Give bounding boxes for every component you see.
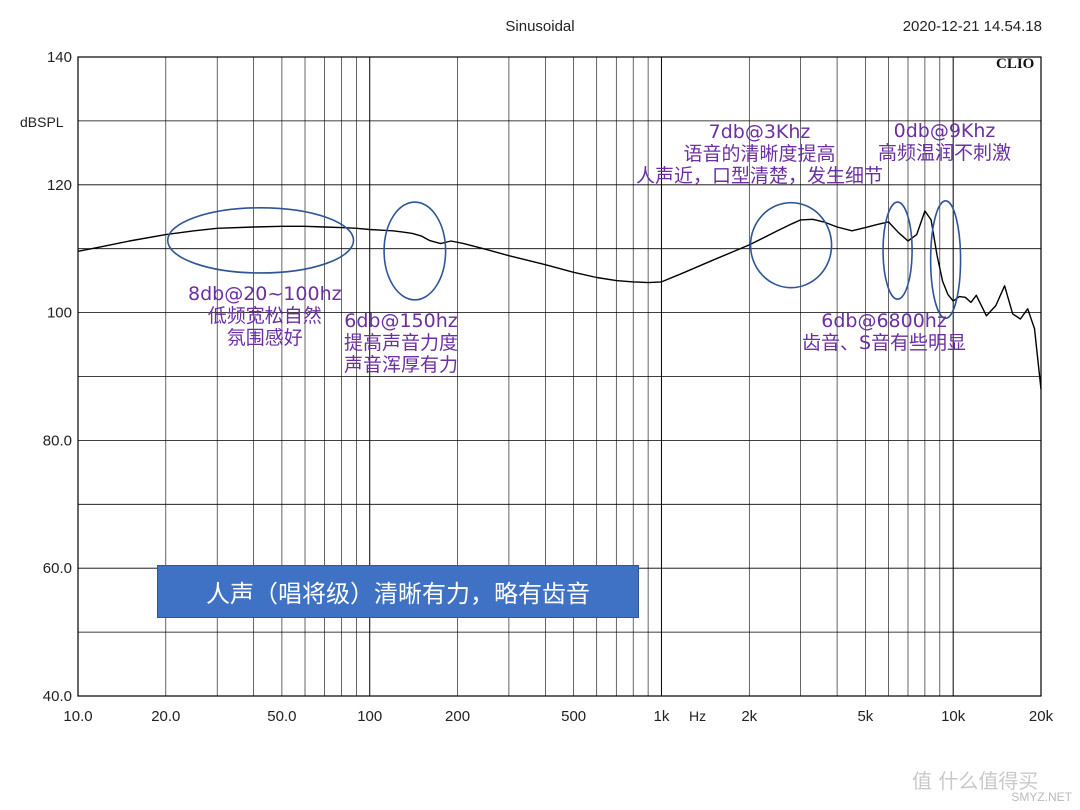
annotation-bass-line3: 氛围感好: [226, 327, 303, 349]
annotation-presence: 7db@3Khz 语音的清晰度提高 人声近，口型清楚，发生细节: [636, 121, 883, 187]
annotation-treble-line2: 高频温润不刺激: [878, 142, 1012, 164]
y-tick-label: 120: [47, 177, 72, 194]
x-axis-label: Hz: [689, 708, 706, 724]
x-tick-label: 20k: [1029, 708, 1054, 725]
annotation-lowmid-line3: 声音浑厚有力: [344, 354, 459, 376]
annotation-presence-line3: 人声近，口型清楚，发生细节: [636, 165, 884, 187]
summary-banner: 人声（唱将级）清晰有力，略有齿音: [157, 565, 639, 618]
annotation-treble-line1: 0db@9Khz: [893, 120, 996, 142]
y-axis-tick-labels: 140 120 100 80.0 60.0 40.0: [43, 49, 72, 705]
x-tick-label: 1k: [654, 708, 670, 725]
annotation-lowmid-line2: 提高声音力度: [344, 332, 459, 354]
x-tick-label: 100: [357, 708, 382, 725]
annotation-bass-line1: 8db@20~100hz: [188, 283, 342, 305]
x-axis-tick-labels: 10.0 20.0 50.0 100 200 500 1k 2k 5k 10k 20k: [63, 708, 1053, 725]
series-layer: [77, 210, 1042, 390]
x-tick-label: 500: [561, 708, 586, 725]
y-tick-label: 140: [47, 49, 72, 66]
y-tick-label: 100: [47, 305, 72, 322]
major-gridlines: [78, 57, 1041, 696]
annotation-ellipses: [166, 199, 962, 320]
annotation-presence-line2: 语音的清晰度提高: [683, 143, 836, 165]
annotation-bass: 8db@20~100hz 低频宽松自然 氛围感好: [188, 283, 342, 349]
annotation-sibilance-line2: 齿音、S音有些明显: [802, 332, 967, 354]
annotation-ellipse: [166, 207, 355, 274]
brand-logo: CLIO: [996, 56, 1035, 72]
annotation-ellipse: [929, 199, 962, 320]
y-tick-label: 80.0: [43, 432, 72, 449]
annotation-lowmid: 6db@150hz 提高声音力度 声音浑厚有力: [344, 310, 458, 376]
annotation-ellipse: [383, 201, 447, 301]
annotation-sibilance-line1: 6db@6800hz: [821, 310, 947, 332]
y-axis-label: dBSPL: [20, 114, 64, 130]
plot-frame: [77, 56, 1042, 697]
watermark: 值 什么值得买: [912, 769, 1039, 793]
x-tick-label: 20.0: [151, 708, 180, 725]
x-tick-label: 10.0: [63, 708, 92, 725]
x-tick-label: 50.0: [267, 708, 296, 725]
x-tick-label: 5k: [857, 708, 873, 725]
watermark-site: SMYZ.NET: [1011, 790, 1072, 804]
x-tick-label: 2k: [741, 708, 757, 725]
y-tick-label: 60.0: [43, 560, 72, 577]
annotation-ellipse: [749, 201, 833, 289]
x-tick-label: 10k: [941, 708, 966, 725]
annotation-presence-line1: 7db@3Khz: [708, 121, 811, 143]
y-tick-label: 40.0: [43, 688, 72, 705]
annotation-ellipse: [882, 201, 913, 300]
series-line: [77, 210, 1042, 390]
timestamp: 2020-12-21 14.54.18: [902, 18, 1042, 35]
annotation-lowmid-line1: 6db@150hz: [344, 310, 458, 332]
annotation-bass-line2: 低频宽松自然: [207, 305, 322, 327]
annotation-treble: 0db@9Khz 高频温润不刺激: [878, 120, 1011, 164]
annotation-sibilance: 6db@6800hz 齿音、S音有些明显: [802, 310, 966, 354]
x-tick-label: 200: [445, 708, 470, 725]
